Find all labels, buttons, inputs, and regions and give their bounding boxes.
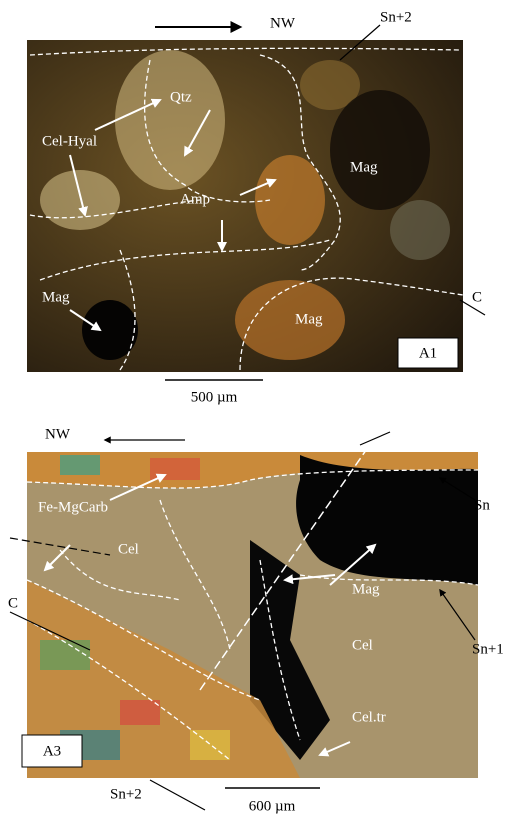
figure: NW Sn+2 Qtz Cel-Hyal Mag Amp Mag Mag C A… <box>0 0 524 819</box>
annotation: Mag <box>350 159 378 175</box>
annotation: Mag <box>42 289 70 305</box>
annotation: Sn+2 <box>380 9 412 25</box>
annotation: Sn <box>474 497 490 513</box>
annotation: Sn+1 <box>472 641 504 657</box>
annotation: C <box>8 595 18 611</box>
panel-label: A1 <box>419 345 437 361</box>
annotation: C <box>472 289 482 305</box>
annotation: Cel <box>352 637 373 653</box>
scale-label: 600 µm <box>249 798 296 814</box>
direction-label: NW <box>270 15 296 31</box>
annotation: Qtz <box>170 89 192 105</box>
annotation: Amp <box>180 191 210 207</box>
annotation: Fe-MgCarb <box>38 499 108 515</box>
annotation: Mag <box>295 311 323 327</box>
annotation: Sn+2 <box>110 786 142 802</box>
annotation: Cel <box>118 541 139 557</box>
panel-label: A3 <box>43 743 61 759</box>
direction-label: NW <box>45 426 71 442</box>
scale-label: 500 µm <box>191 389 238 405</box>
annotation: Cel-Hyal <box>42 133 97 149</box>
micrograph-a1 <box>27 25 485 372</box>
annotation: Mag <box>352 581 380 597</box>
annotation: Cel.tr <box>352 709 386 725</box>
